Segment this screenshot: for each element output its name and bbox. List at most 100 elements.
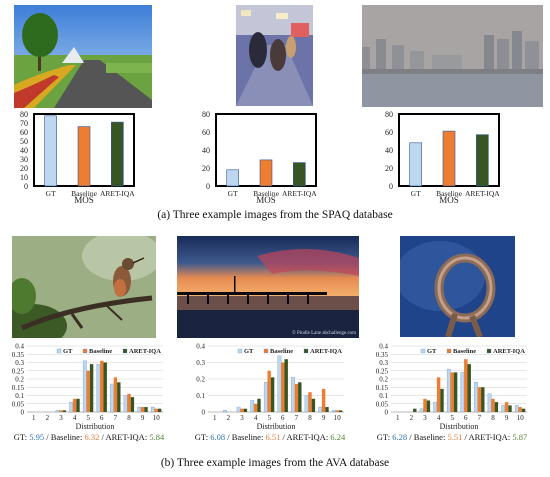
y-tick-label: 0.15	[12, 384, 25, 392]
ava-photo-watermark: © Pindle Lane abchallenge.com	[292, 330, 356, 336]
y-tick-label: 0.3	[196, 359, 205, 367]
bar-aret-iqa	[144, 407, 148, 412]
y-tick-label: 0.4	[15, 343, 24, 351]
y-tick-label: 0.4	[196, 343, 205, 351]
y-tick-label: 40	[20, 146, 28, 155]
x-tick-label: 9	[505, 414, 509, 422]
y-tick-label: 60	[202, 128, 210, 137]
x-tick-label: 6	[464, 414, 468, 422]
baseline-label: / Baseline:	[44, 432, 85, 442]
bar-aret-iqa	[453, 372, 458, 412]
x-tick-label: 6	[281, 414, 285, 422]
spaq-caption: (a) Three example images from the SPAQ d…	[157, 209, 393, 221]
y-tick-label: 0	[385, 409, 389, 417]
x-tick-label: 4	[254, 414, 258, 422]
bar-gt	[110, 383, 114, 413]
bar-gt	[446, 368, 451, 413]
ava-distribution-chart-3: 00.050.10.150.20.250.30.350.4 1 2 3 4 5 6 7 8 9 10…	[376, 343, 527, 430]
ava-score-line-1: GT: 5.95 / Baseline: 6.32 / ARET-IQA: 5.…	[2, 432, 176, 442]
bar-gt	[82, 360, 87, 413]
x-tick-label: 4	[73, 414, 77, 422]
bar-baseline	[518, 407, 522, 412]
x-tick-label: GT	[228, 189, 238, 198]
y-tick-label: 10	[20, 173, 28, 182]
x-tick-label: 5	[267, 414, 271, 422]
bar-aret-iqa	[89, 364, 94, 412]
gt-label: GT:	[376, 432, 393, 442]
legend-label: ARET-IQA	[493, 348, 525, 355]
bar-baseline	[504, 402, 509, 412]
x-tick-label: 3	[240, 414, 244, 422]
aret-label: / ARET-IQA:	[280, 432, 331, 442]
bar-baseline	[491, 398, 495, 412]
ava-photo-bird	[12, 236, 156, 338]
bar-gt	[419, 408, 424, 413]
gt-label: GT:	[194, 432, 211, 442]
spaq-photo-road	[14, 5, 152, 108]
legend-swatch	[56, 348, 62, 354]
bar-gt	[433, 401, 438, 413]
y-tick-label: 0.15	[376, 384, 389, 392]
ava-distribution-chart-1: 00.050.10.150.20.250.30.350.4 1 2 3 4 5 6 7 8 9 10…	[12, 343, 163, 430]
bar-gt	[331, 410, 336, 413]
bar-baseline	[464, 359, 468, 412]
y-tick-label: 0.2	[379, 376, 388, 384]
gt-score: 6.28	[392, 432, 408, 442]
x-tick-label: ARET-IQA	[282, 189, 317, 198]
x-axis-label: MOS	[256, 195, 276, 203]
x-tick-label: ARET-IQA	[100, 189, 135, 198]
x-tick-label: 7	[478, 414, 482, 422]
legend-label: Baseline	[89, 348, 112, 355]
y-tick-label: 0	[389, 182, 393, 191]
x-tick-label: 4	[437, 414, 441, 422]
baseline-label: / Baseline:	[407, 432, 448, 442]
bar-baseline	[253, 403, 258, 412]
x-tick-label: 8	[308, 414, 312, 422]
bar-gt	[460, 372, 465, 413]
y-tick-label: 0	[24, 182, 28, 191]
y-tick-label: 80	[385, 110, 393, 119]
bar-aret-iqa	[521, 408, 526, 412]
bar-gt	[250, 400, 255, 413]
y-tick-label: 80	[202, 110, 210, 119]
legend-swatch	[303, 348, 309, 354]
bar-baseline	[294, 383, 299, 412]
bar-aret-iqa	[481, 387, 485, 412]
x-tick-label: 1	[213, 414, 217, 422]
bar-gt	[96, 363, 101, 413]
bar-gt	[69, 401, 74, 413]
bar-baseline	[267, 370, 271, 412]
y-tick-label: 0	[21, 409, 25, 417]
legend-label: GT	[427, 348, 437, 355]
bar-gt	[223, 410, 227, 413]
x-tick-label: GT	[46, 189, 56, 198]
x-tick-label: 9	[141, 414, 145, 422]
bar-baseline	[308, 392, 312, 412]
y-tick-label: 0.05	[376, 400, 389, 408]
y-tick-label: 60	[20, 128, 28, 137]
y-tick-label: 0.3	[379, 359, 388, 367]
y-tick-label: 0.4	[379, 343, 388, 351]
spaq-mos-chart-2: 0 20 40 60 80 GT Baseline ARET-IQA MOS	[202, 110, 317, 203]
bar-baseline	[140, 407, 145, 412]
bar-gt	[318, 406, 323, 413]
bar-aret-iqa	[440, 388, 444, 412]
x-tick-label: 2	[46, 414, 50, 422]
legend-swatch	[263, 348, 269, 354]
y-tick-label: 0.1	[379, 392, 388, 400]
bar-baseline	[436, 377, 441, 412]
bar-gt	[304, 395, 309, 413]
bar-aret-iqa	[413, 408, 417, 412]
x-tick-label: 10	[153, 414, 161, 422]
baseline-score: 6.51	[265, 432, 281, 442]
bar-aret-iqa	[284, 359, 288, 412]
x-tick-label: 3	[59, 414, 63, 422]
y-tick-label: 80	[20, 110, 28, 119]
x-tick-label: 1	[32, 414, 36, 422]
y-tick-label: 0.35	[12, 351, 25, 359]
bar-gt	[409, 142, 422, 187]
bar-gt	[277, 355, 282, 413]
x-tick-label: Baseline	[71, 189, 97, 198]
bar-gt	[137, 406, 142, 413]
